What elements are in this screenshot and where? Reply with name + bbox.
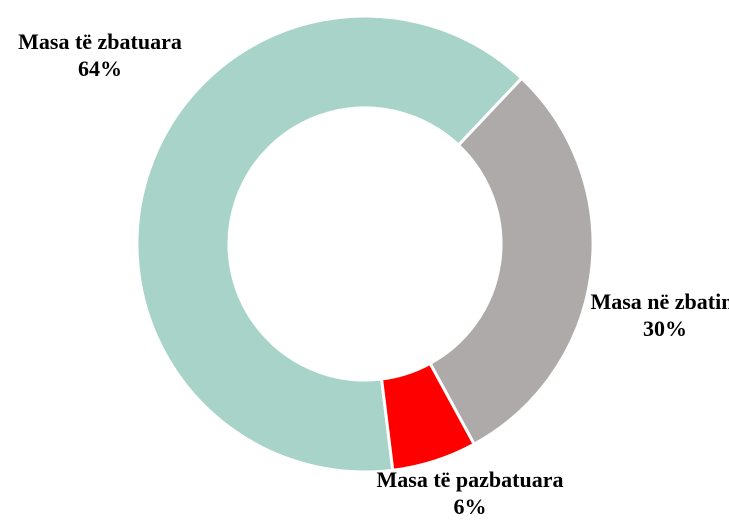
value-label: 6%	[453, 494, 487, 519]
value-label: 64%	[78, 56, 122, 81]
donut-slice	[135, 14, 524, 474]
donut-slice	[428, 76, 595, 447]
category-label: Masa të zbatuara	[18, 29, 182, 54]
category-label: Masa të pazbatuara	[376, 467, 564, 492]
value-label: 30%	[643, 316, 687, 341]
data-label: Masa të zbatuara 64%	[5, 28, 195, 82]
data-label: Masa në zbatim 30%	[590, 288, 729, 342]
category-label: Masa në zbatim	[590, 289, 729, 314]
data-label: Masa të pazbatuara 6%	[365, 466, 575, 520]
donut-slice	[379, 361, 477, 472]
